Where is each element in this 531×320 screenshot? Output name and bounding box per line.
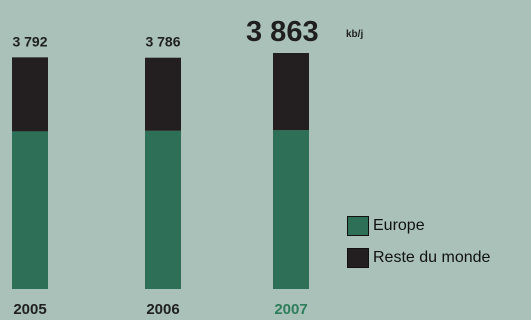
unit-label: kb/j [346, 29, 363, 40]
bar-2005-reste-du-monde [12, 57, 48, 132]
total-label-2005: 3 792 [12, 33, 47, 49]
legend-item-reste-du-monde: Reste du monde [347, 248, 490, 268]
chart-legend: Europe Reste du monde [347, 216, 490, 280]
bar-2005-europe [12, 131, 48, 289]
category-label-2006: 2006 [146, 301, 179, 318]
total-label-2006: 3 786 [145, 34, 180, 50]
legend-swatch-europe [347, 216, 369, 236]
legend-item-europe: Europe [347, 216, 490, 236]
total-label-2007: 3 863 [246, 16, 319, 48]
legend-swatch-reste-du-monde [347, 248, 369, 268]
category-label-2007: 2007 [274, 301, 307, 318]
bar-2007-europe [273, 130, 309, 289]
bar-2007-reste-du-monde [273, 53, 309, 131]
bar-2006-europe [145, 130, 181, 289]
legend-label-reste-du-monde: Reste du monde [373, 249, 491, 266]
legend-label-europe: Europe [373, 217, 425, 234]
category-label-2005: 2005 [13, 301, 46, 318]
bar-2006-reste-du-monde [145, 57, 181, 131]
